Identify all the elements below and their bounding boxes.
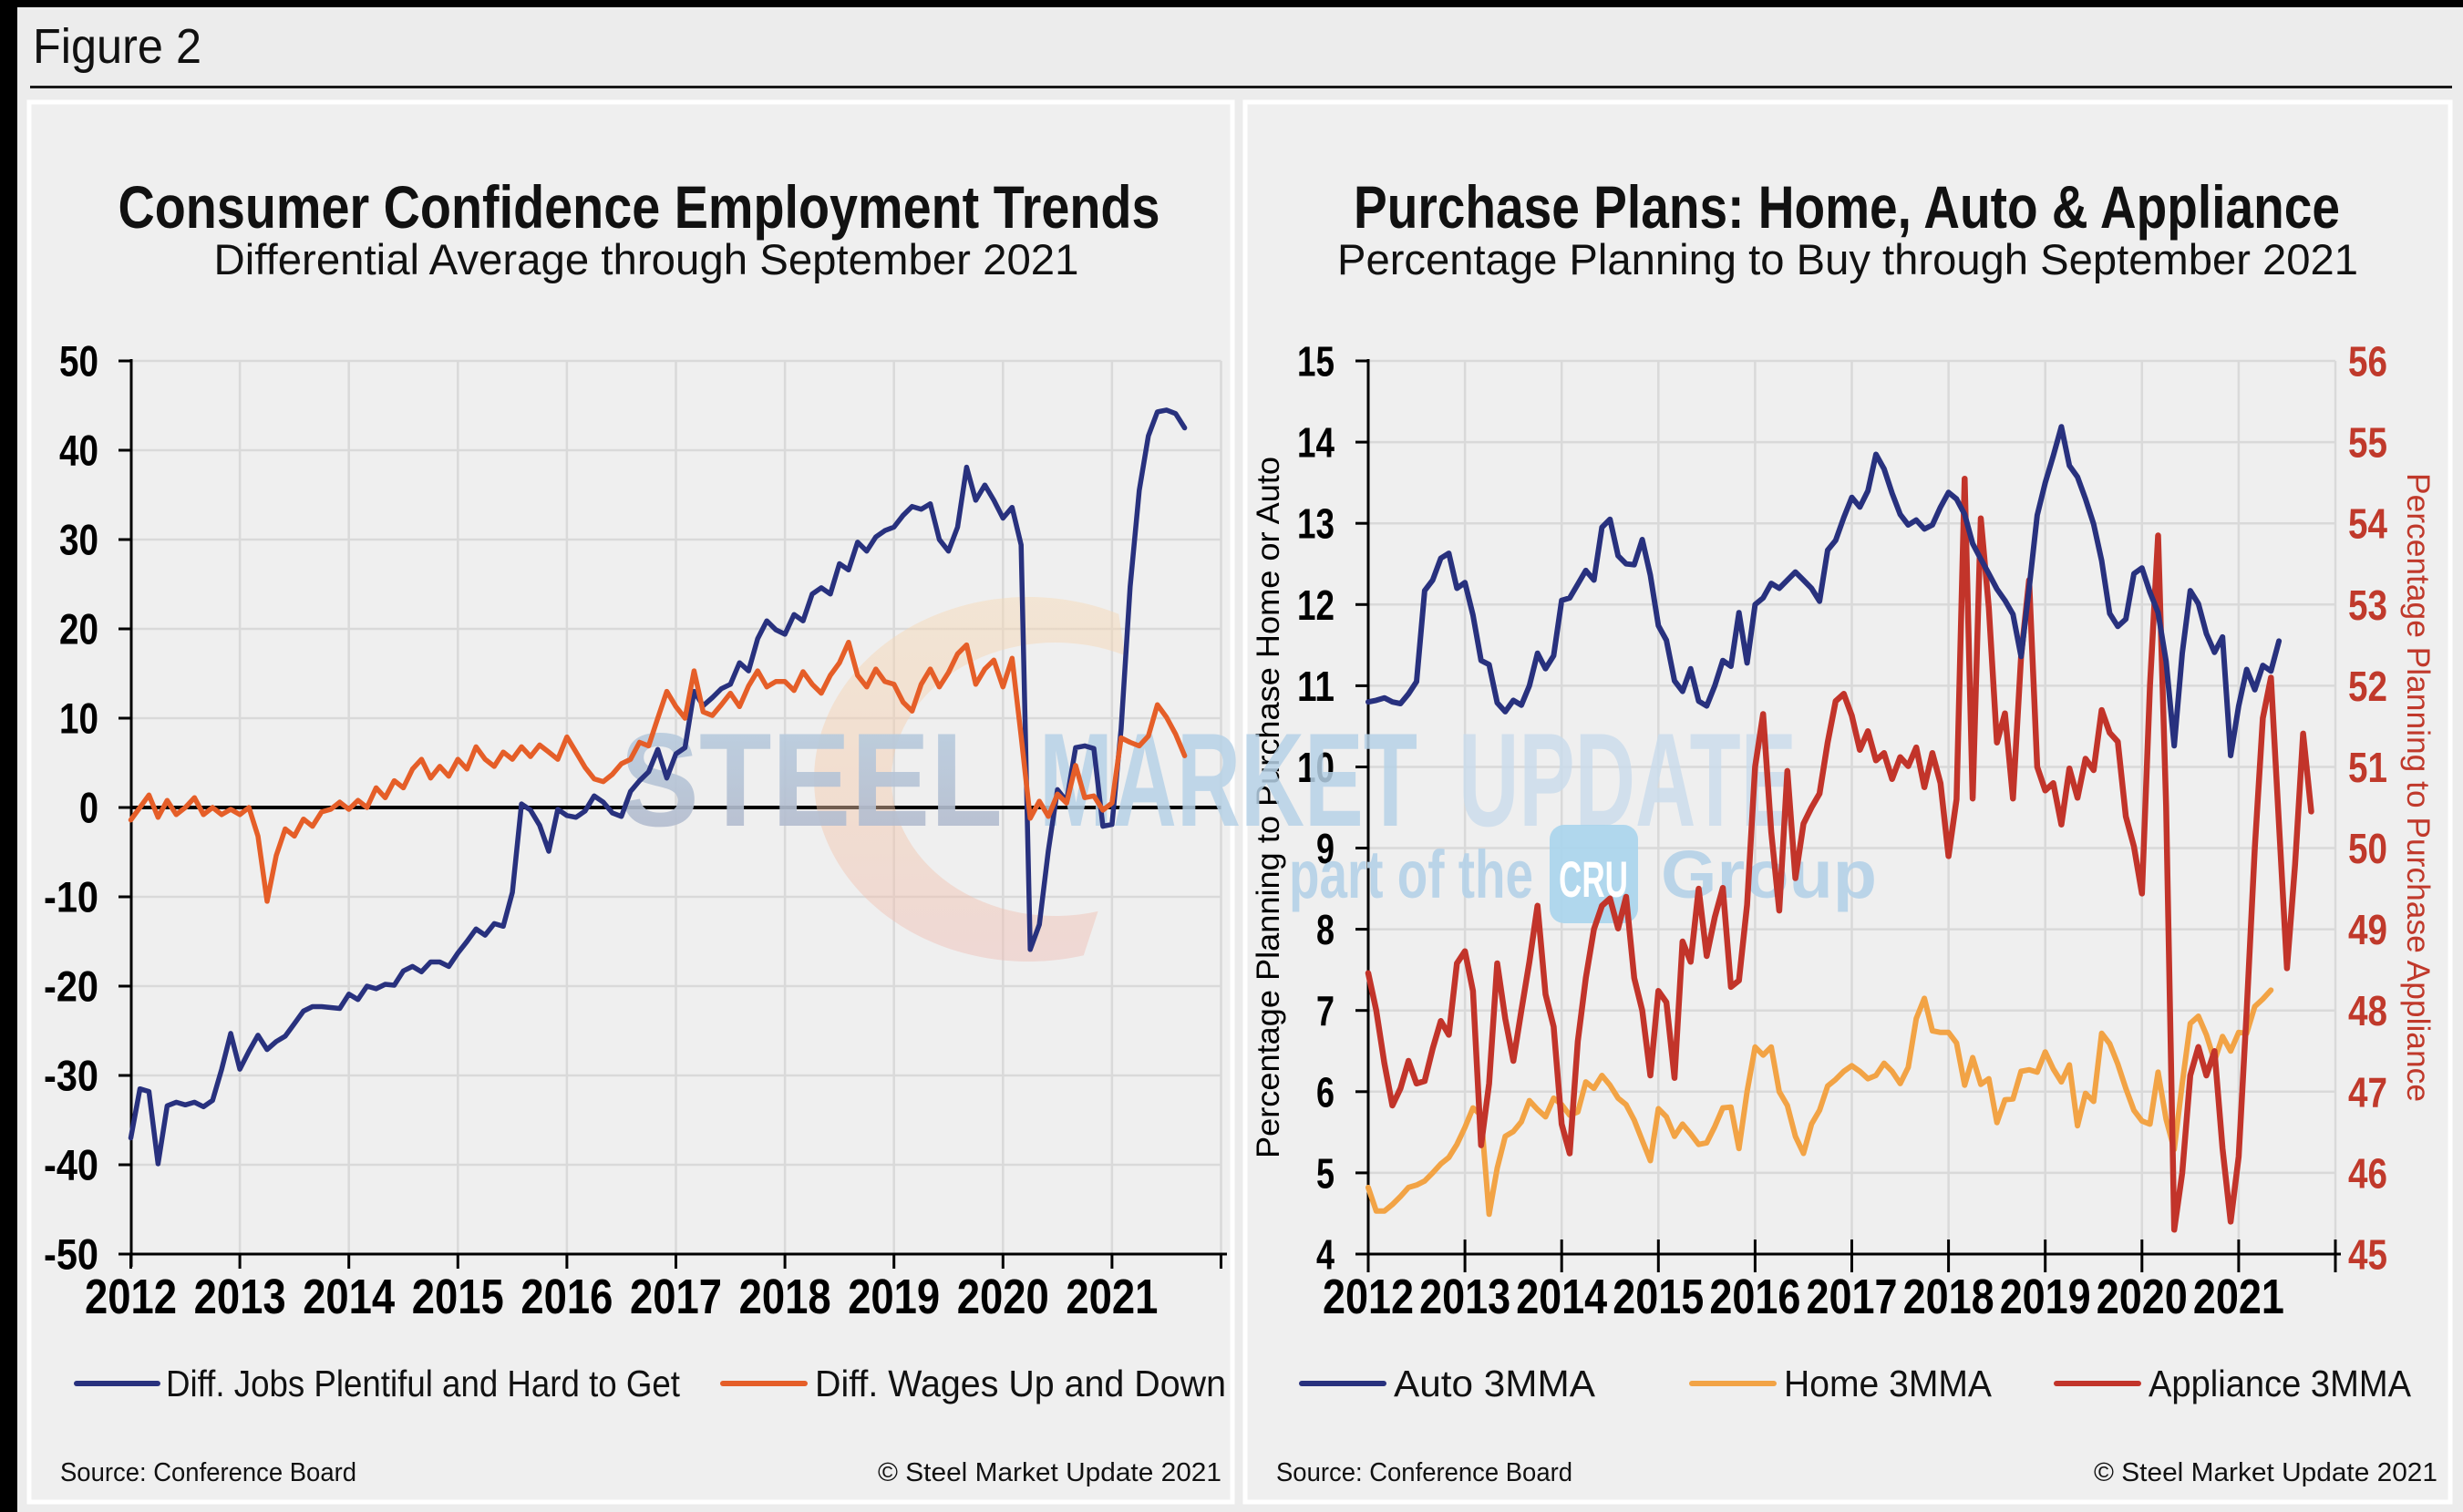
svg-text:-50: -50 (44, 1230, 98, 1279)
svg-text:2013: 2013 (194, 1270, 286, 1324)
svg-text:30: 30 (59, 516, 98, 564)
svg-text:Source: Conference Board: Source: Conference Board (60, 1458, 356, 1487)
svg-text:CRU: CRU (1559, 850, 1628, 908)
svg-text:0: 0 (79, 784, 98, 832)
svg-text:Figure 2: Figure 2 (33, 19, 201, 74)
svg-text:2015: 2015 (412, 1270, 504, 1324)
svg-text:2020: 2020 (2097, 1270, 2188, 1324)
svg-text:5: 5 (1316, 1149, 1335, 1197)
svg-text:Differential Average through S: Differential Average through September 2… (214, 235, 1079, 283)
svg-text:2014: 2014 (1516, 1270, 1607, 1324)
svg-text:2019: 2019 (848, 1270, 940, 1324)
svg-text:2021: 2021 (2193, 1270, 2284, 1324)
svg-text:2017: 2017 (630, 1270, 722, 1324)
svg-text:2019: 2019 (2000, 1270, 2091, 1324)
svg-text:Group: Group (1661, 837, 1877, 912)
svg-text:Percentage Planning to Purchas: Percentage Planning to Purchase Applianc… (2400, 473, 2437, 1102)
svg-text:Purchase Plans: Home, Auto & A: Purchase Plans: Home, Auto & Appliance (1354, 173, 2340, 241)
svg-text:2012: 2012 (85, 1270, 177, 1324)
svg-text:48: 48 (2348, 987, 2387, 1034)
svg-text:Home 3MMA: Home 3MMA (1784, 1363, 1993, 1404)
svg-text:50: 50 (59, 337, 98, 386)
svg-text:45: 45 (2348, 1231, 2387, 1279)
svg-text:54: 54 (2348, 500, 2387, 548)
svg-text:56: 56 (2348, 338, 2387, 386)
svg-text:13: 13 (1297, 500, 1335, 548)
svg-text:50: 50 (2348, 825, 2387, 872)
svg-text:53: 53 (2348, 581, 2387, 629)
svg-text:12: 12 (1297, 581, 1335, 629)
svg-text:© Steel Market Update 2021: © Steel Market Update 2021 (878, 1458, 1221, 1487)
svg-text:20: 20 (59, 605, 98, 653)
svg-text:2015: 2015 (1613, 1270, 1704, 1324)
svg-text:46: 46 (2348, 1149, 2387, 1197)
svg-text:2020: 2020 (957, 1270, 1049, 1324)
svg-text:40: 40 (59, 427, 98, 475)
svg-text:6: 6 (1316, 1068, 1335, 1116)
svg-text:Auto 3MMA: Auto 3MMA (1394, 1363, 1596, 1404)
svg-text:STEEL: STEEL (620, 705, 1003, 854)
svg-text:8: 8 (1316, 906, 1335, 953)
svg-text:2018: 2018 (1903, 1270, 1994, 1324)
svg-text:51: 51 (2348, 744, 2387, 791)
svg-text:55: 55 (2348, 419, 2387, 467)
svg-text:Source: Conference Board: Source: Conference Board (1276, 1458, 1572, 1487)
svg-text:9: 9 (1316, 825, 1335, 872)
svg-text:Diff. Wages Up and Down: Diff. Wages Up and Down (815, 1363, 1226, 1404)
svg-text:2018: 2018 (739, 1270, 831, 1324)
svg-text:Consumer Confidence Employment: Consumer Confidence Employment Trends (119, 173, 1160, 241)
svg-text:2013: 2013 (1419, 1270, 1510, 1324)
svg-text:15: 15 (1297, 338, 1335, 386)
svg-text:2014: 2014 (303, 1270, 395, 1324)
svg-text:-10: -10 (44, 873, 98, 921)
svg-text:2021: 2021 (1066, 1270, 1158, 1324)
svg-text:-20: -20 (44, 962, 98, 1011)
svg-text:-30: -30 (44, 1052, 98, 1100)
svg-text:52: 52 (2348, 663, 2387, 710)
svg-text:49: 49 (2348, 906, 2387, 953)
svg-text:2017: 2017 (1807, 1270, 1898, 1324)
svg-text:2012: 2012 (1323, 1270, 1414, 1324)
svg-text:7: 7 (1316, 987, 1335, 1034)
svg-text:-40: -40 (44, 1141, 98, 1189)
svg-text:2016: 2016 (1709, 1270, 1800, 1324)
svg-text:47: 47 (2348, 1068, 2387, 1116)
svg-text:4: 4 (1316, 1231, 1335, 1279)
svg-text:2016: 2016 (520, 1270, 613, 1324)
svg-text:10: 10 (1297, 744, 1335, 791)
svg-text:14: 14 (1297, 419, 1335, 467)
svg-text:© Steel Market Update 2021: © Steel Market Update 2021 (2094, 1458, 2437, 1487)
svg-text:10: 10 (59, 694, 98, 743)
svg-text:Appliance 3MMA: Appliance 3MMA (2149, 1363, 2412, 1404)
svg-text:Percentage Planning to Buy thr: Percentage Planning to Buy through Septe… (1337, 235, 2358, 283)
svg-text:Diff. Jobs Plentiful and Hard: Diff. Jobs Plentiful and Hard to Get (166, 1363, 681, 1404)
svg-text:Percentage Planning to Purchas: Percentage Planning to Purchase Home or … (1250, 457, 1286, 1158)
svg-text:MARKET: MARKET (1039, 705, 1417, 854)
svg-text:11: 11 (1297, 663, 1335, 710)
svg-text:part of the: part of the (1289, 837, 1533, 912)
